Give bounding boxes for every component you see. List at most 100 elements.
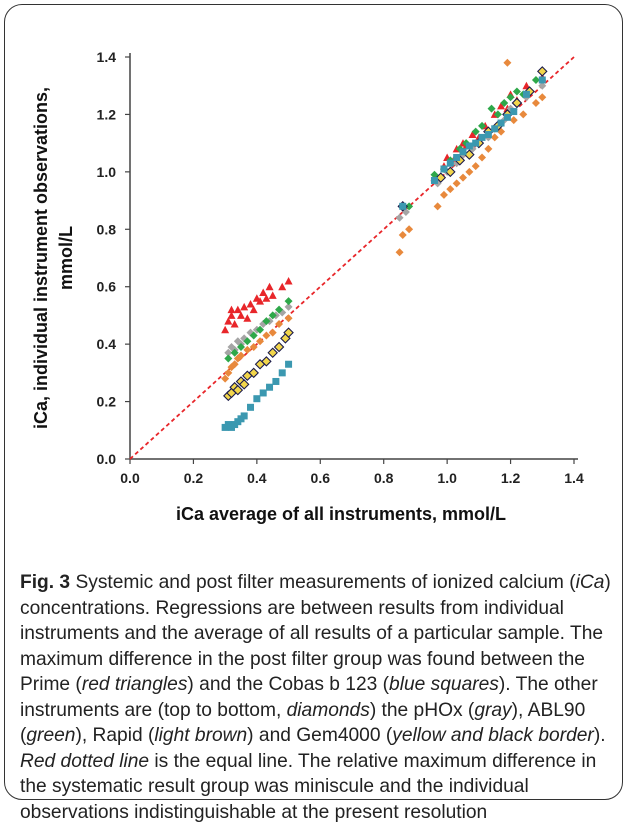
y-tick-label: 1.4 bbox=[97, 49, 117, 65]
point-triangle bbox=[278, 282, 287, 291]
point-square bbox=[272, 377, 280, 385]
x-tick-label: 0.0 bbox=[120, 470, 140, 486]
point-diamond bbox=[248, 367, 259, 379]
point-triangle bbox=[468, 130, 477, 139]
point-square bbox=[522, 90, 530, 98]
series-diamond bbox=[224, 75, 540, 363]
series-diamond bbox=[221, 58, 547, 383]
figure-frame bbox=[4, 4, 623, 800]
point-diamond bbox=[230, 348, 239, 357]
point-diamond bbox=[395, 248, 404, 257]
point-square bbox=[484, 131, 492, 139]
chart-marks bbox=[129, 56, 575, 460]
point-square bbox=[253, 395, 261, 403]
point-square bbox=[440, 165, 448, 173]
figure-label: Fig. 3 bbox=[20, 572, 71, 593]
point-diamond bbox=[435, 172, 447, 183]
point-square bbox=[278, 369, 286, 377]
point-triangle bbox=[240, 302, 249, 311]
point-diamond bbox=[519, 110, 528, 119]
point-diamond bbox=[405, 202, 414, 211]
point-diamond bbox=[439, 190, 448, 199]
point-diamond bbox=[221, 374, 230, 383]
point-diamond bbox=[395, 213, 404, 222]
point-triangle bbox=[227, 311, 236, 319]
x-tick-label: 1.0 bbox=[437, 470, 457, 486]
point-diamond bbox=[433, 202, 442, 211]
point-triangle bbox=[224, 317, 233, 325]
point-diamond bbox=[487, 104, 496, 113]
point-diamond bbox=[506, 93, 515, 102]
point-triangle bbox=[256, 297, 265, 305]
point-triangle bbox=[246, 299, 255, 308]
point-diamond bbox=[283, 327, 294, 338]
y-tick-label: 0.0 bbox=[97, 451, 117, 467]
point-diamond bbox=[237, 343, 245, 352]
point-diamond bbox=[224, 368, 233, 377]
point-triangle bbox=[262, 294, 271, 302]
x-tick-label: 0.4 bbox=[247, 470, 267, 486]
point-square bbox=[430, 176, 438, 184]
point-triangle bbox=[233, 305, 242, 314]
point-diamond bbox=[398, 231, 407, 240]
point-diamond bbox=[493, 110, 502, 119]
point-square bbox=[247, 403, 255, 411]
point-diamond bbox=[224, 348, 233, 357]
x-tick-label: 0.2 bbox=[184, 470, 204, 486]
point-diamond bbox=[500, 98, 509, 107]
point-square bbox=[399, 202, 407, 210]
point-triangle bbox=[243, 314, 252, 322]
point-diamond bbox=[446, 185, 455, 194]
point-diamond bbox=[243, 345, 252, 354]
series-square bbox=[221, 76, 546, 431]
point-triangle bbox=[259, 288, 268, 296]
point-square bbox=[453, 154, 461, 161]
point-diamond bbox=[405, 225, 414, 234]
point-diamond bbox=[490, 133, 499, 142]
point-diamond bbox=[537, 66, 548, 77]
point-diamond bbox=[256, 325, 265, 334]
point-triangle bbox=[268, 291, 277, 299]
point-triangle bbox=[522, 81, 531, 90]
point-diamond bbox=[471, 162, 480, 171]
y-tick-label: 0.4 bbox=[97, 336, 117, 352]
point-triangle bbox=[497, 101, 506, 110]
point-square bbox=[472, 139, 480, 147]
point-square bbox=[459, 148, 467, 156]
point-triangle bbox=[284, 276, 293, 285]
x-tick-label: 1.2 bbox=[501, 470, 521, 486]
point-diamond bbox=[273, 341, 285, 353]
point-triangle bbox=[221, 325, 230, 334]
point-square bbox=[285, 360, 293, 368]
point-diamond bbox=[230, 360, 239, 369]
point-diamond bbox=[284, 302, 293, 311]
point-square bbox=[503, 113, 511, 121]
chart-axes: 0.0 0.2 0.4 0.6 0.8 1.0 1.2 1.4 0.0 0.2 0.4 0.6 0.8 1… bbox=[97, 49, 584, 486]
point-diamond bbox=[284, 297, 293, 306]
point-square bbox=[465, 142, 473, 150]
point-square bbox=[491, 125, 499, 133]
point-diamond bbox=[531, 75, 540, 84]
point-diamond bbox=[484, 144, 493, 153]
point-square bbox=[510, 108, 518, 116]
point-square bbox=[538, 76, 546, 84]
y-tick-label: 1.0 bbox=[97, 164, 117, 180]
point-diamond bbox=[478, 121, 487, 130]
point-diamond bbox=[267, 347, 278, 359]
point-diamond bbox=[232, 384, 244, 396]
point-triangle bbox=[227, 305, 236, 314]
point-square bbox=[497, 119, 505, 127]
x-tick-label: 0.6 bbox=[311, 470, 331, 486]
point-diamond bbox=[243, 337, 252, 346]
y-tick-label: 0.2 bbox=[97, 394, 117, 410]
point-diamond bbox=[511, 97, 523, 109]
point-diamond bbox=[249, 343, 258, 352]
point-diamond bbox=[284, 314, 293, 323]
y-axis-title-line2: mmol/L bbox=[56, 226, 76, 290]
point-diamond bbox=[471, 127, 480, 136]
point-square bbox=[446, 159, 454, 167]
x-tick-label: 1.4 bbox=[564, 470, 584, 486]
point-square bbox=[478, 133, 486, 141]
point-diamond bbox=[275, 320, 284, 329]
point-diamond bbox=[262, 331, 271, 340]
